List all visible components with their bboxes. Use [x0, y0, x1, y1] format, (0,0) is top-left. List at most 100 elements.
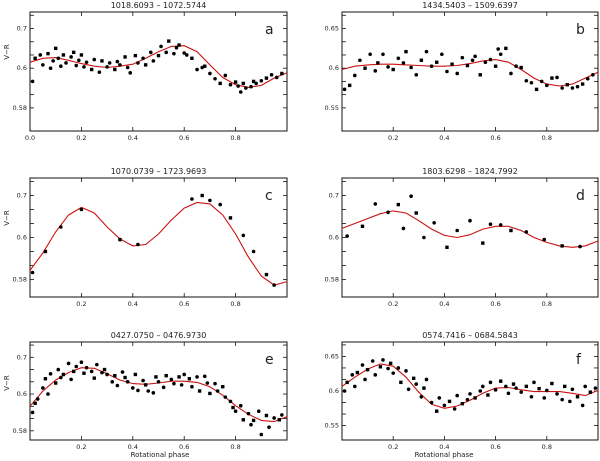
data-point-e-56: [223, 395, 228, 399]
data-point-f-45: [519, 390, 523, 394]
data-point-a-6: [51, 59, 55, 63]
data-point-f-27: [442, 403, 447, 408]
data-point-f-8: [370, 359, 375, 363]
data-point-a-52: [218, 81, 222, 86]
data-point-a-61: [251, 79, 256, 84]
data-point-e-50: [202, 374, 207, 379]
xtick-label-b-3: 0.8: [542, 134, 552, 142]
data-point-f-0: [342, 389, 347, 393]
data-point-f-47: [529, 394, 534, 399]
data-point-b-37: [519, 65, 523, 70]
data-point-f-54: [560, 397, 564, 402]
data-point-a-10: [61, 53, 66, 57]
data-point-a-2: [38, 53, 43, 57]
data-point-a-11: [64, 61, 68, 65]
data-point-b-2: [353, 73, 357, 78]
data-point-e-4: [43, 377, 48, 381]
data-point-e-69: [272, 416, 276, 420]
data-point-a-45: [184, 53, 189, 57]
data-point-e-10: [61, 372, 66, 377]
data-point-d-1: [360, 224, 365, 228]
data-point-b-49: [580, 82, 585, 86]
data-point-e-27: [120, 370, 125, 374]
panel-d: 1803.6298 – 1824.7992 d 0.2 0.4 0.6 0.8 0.58 0.…: [325, 167, 599, 308]
data-point-a-26: [115, 59, 120, 64]
data-point-a-22: [100, 59, 104, 63]
data-point-b-42: [545, 83, 549, 88]
data-point-b-8: [381, 52, 385, 57]
data-point-b-18: [429, 64, 434, 69]
data-point-a-16: [79, 53, 84, 57]
data-point-d-8: [422, 235, 426, 240]
data-point-a-43: [177, 43, 181, 47]
data-point-e-14: [74, 364, 79, 369]
data-point-e-45: [182, 372, 186, 377]
data-point-f-29: [452, 407, 457, 411]
data-point-f-28: [447, 399, 452, 404]
data-point-a-47: [195, 67, 199, 72]
data-point-d-3: [386, 210, 390, 215]
ytick-label-d-6: 0.7: [329, 192, 339, 200]
data-point-f-9: [373, 373, 378, 377]
data-point-a-35: [148, 50, 153, 55]
ytick-label-e-0: 0.58: [13, 427, 27, 435]
data-point-f-37: [486, 393, 490, 397]
data-point-e-33: [141, 378, 145, 383]
ytick-label-e-3: 0.6: [17, 390, 27, 398]
data-point-e-32: [136, 388, 140, 393]
xtick-label-d-0: 0.2: [388, 300, 398, 308]
data-point-e-24: [110, 380, 115, 384]
data-point-b-50: [585, 76, 590, 81]
data-point-e-37: [154, 375, 158, 379]
data-point-f-10: [378, 365, 383, 369]
data-point-e-19: [92, 376, 96, 380]
data-point-f-1: [345, 380, 349, 385]
data-point-a-29: [125, 65, 130, 70]
panel-frame-a: [29, 11, 288, 132]
data-point-a-59: [244, 86, 248, 90]
data-point-a-9: [59, 64, 63, 69]
data-point-e-62: [246, 411, 251, 416]
data-point-a-32: [136, 61, 140, 65]
data-point-a-1: [33, 56, 37, 60]
data-point-a-19: [89, 67, 94, 72]
data-point-b-23: [455, 71, 460, 76]
data-point-e-35: [146, 389, 151, 393]
data-point-f-5: [360, 363, 365, 367]
data-point-a-36: [151, 59, 156, 63]
data-point-b-12: [401, 61, 406, 65]
data-point-f-55: [563, 384, 567, 389]
data-point-e-18: [89, 369, 94, 374]
panel-frame-e: [29, 341, 288, 441]
ytick-label-f-0: 0.55: [325, 422, 339, 430]
data-point-f-38: [488, 380, 493, 385]
xtick-label-b-0: 0.2: [388, 134, 398, 142]
panel-frame-b: [341, 11, 599, 132]
data-point-f-35: [478, 389, 483, 393]
data-point-a-21: [97, 70, 102, 74]
data-point-c-12: [251, 249, 256, 254]
data-point-a-53: [223, 73, 228, 78]
data-point-c-0: [30, 270, 35, 275]
data-point-e-17: [84, 365, 89, 370]
data-point-f-59: [580, 403, 585, 408]
x-axis-label-f: Rotational phase: [415, 451, 474, 459]
xtick-label-b-1: 0.4: [439, 134, 449, 142]
data-point-e-8: [56, 367, 61, 372]
data-point-b-47: [570, 86, 575, 90]
data-point-f-26: [437, 396, 442, 400]
data-point-a-60: [249, 84, 253, 89]
data-point-d-10: [445, 245, 449, 249]
data-point-f-25: [435, 409, 439, 413]
data-point-b-46: [565, 83, 569, 87]
data-point-f-12: [386, 366, 390, 371]
data-point-a-57: [238, 90, 243, 94]
ytick-label-c-0: 0.58: [13, 276, 27, 284]
data-point-f-51: [545, 388, 549, 393]
data-point-d-11: [455, 228, 460, 233]
y-axis-label-a: V−R: [3, 44, 11, 60]
data-point-e-60: [238, 403, 243, 408]
data-point-e-9: [59, 375, 63, 380]
data-point-b-25: [465, 63, 470, 68]
